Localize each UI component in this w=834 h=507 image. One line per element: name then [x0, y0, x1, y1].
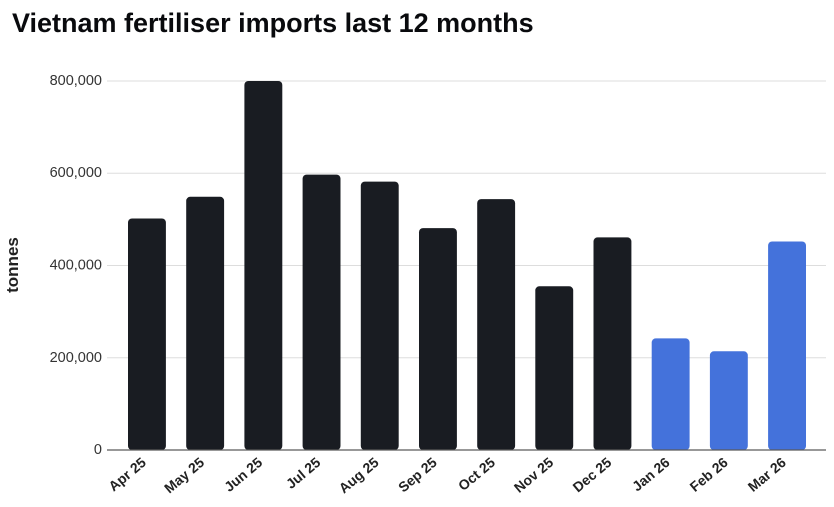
svg-text:Dec 25: Dec 25	[570, 454, 615, 495]
svg-text:Nov 25: Nov 25	[511, 454, 557, 496]
svg-text:Apr 25: Apr 25	[105, 454, 149, 494]
svg-text:Sep 25: Sep 25	[395, 454, 440, 495]
svg-text:Aug 25: Aug 25	[336, 454, 382, 496]
svg-text:800,000: 800,000	[50, 73, 102, 89]
svg-text:Mar 26: Mar 26	[745, 454, 789, 495]
svg-text:400,000: 400,000	[50, 258, 102, 274]
svg-text:600,000: 600,000	[50, 165, 102, 181]
svg-text:Jun 25: Jun 25	[221, 454, 265, 495]
svg-text:Jan 26: Jan 26	[629, 454, 673, 494]
svg-text:Feb 26: Feb 26	[687, 454, 731, 495]
svg-text:Oct 25: Oct 25	[455, 454, 498, 494]
svg-text:May 25: May 25	[161, 454, 207, 496]
svg-text:200,000: 200,000	[50, 350, 102, 366]
svg-text:Jul 25: Jul 25	[283, 454, 324, 492]
svg-text:0: 0	[94, 442, 102, 458]
